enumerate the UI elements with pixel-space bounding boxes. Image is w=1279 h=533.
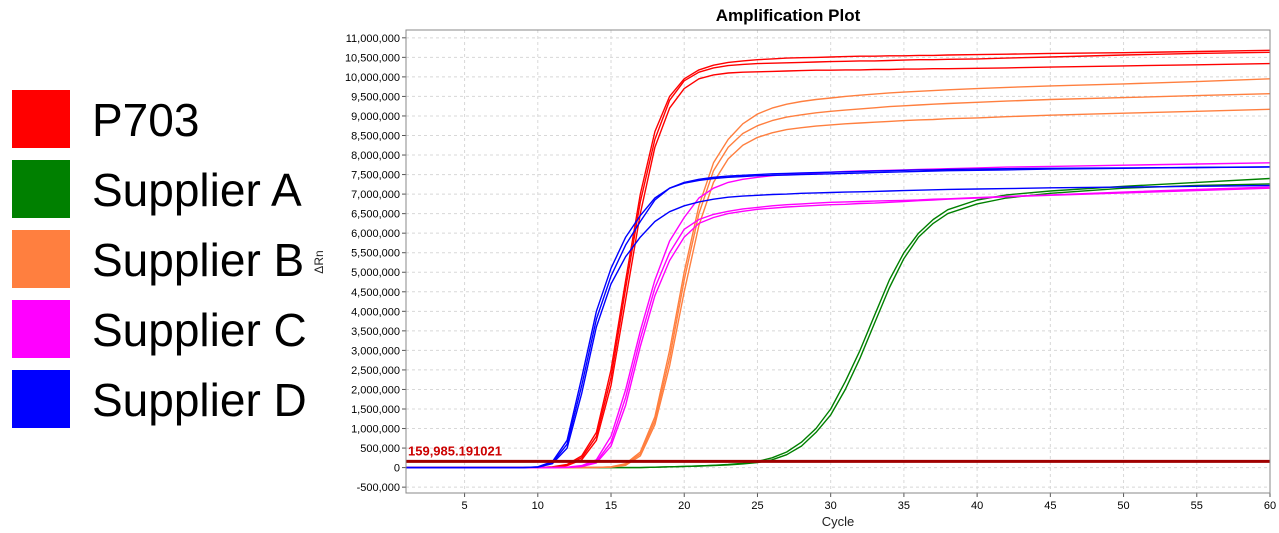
legend-item-p703: P703: [12, 90, 312, 160]
legend-label: Supplier B: [92, 234, 305, 286]
y-tick-label: 6,000,000: [351, 228, 400, 240]
y-tick-label: 4,000,000: [351, 306, 400, 318]
y-tick-label: 5,000,000: [351, 267, 400, 279]
chart-title: Amplification Plot: [716, 6, 861, 25]
y-tick-label: 7,500,000: [351, 170, 400, 182]
threshold-label: 159,985.191021: [408, 443, 502, 458]
x-tick-label: 45: [1044, 500, 1056, 512]
legend: P703 Supplier A Supplier B Supplier C Su…: [12, 90, 312, 440]
y-tick-label: 4,500,000: [351, 287, 400, 299]
y-tick-label: 3,000,000: [351, 345, 400, 357]
series-line-supplier-d: [406, 166, 1271, 469]
y-tick-label: 1,500,000: [351, 404, 400, 416]
x-tick-label: 10: [532, 500, 544, 512]
y-tick-label: 10,000,000: [345, 72, 400, 84]
y-tick-label: 500,000: [360, 443, 400, 455]
series-lines: [406, 49, 1271, 469]
y-tick-label: 10,500,000: [345, 52, 400, 64]
y-tick-label: 7,000,000: [351, 189, 400, 201]
y-tick-label: 8,500,000: [351, 130, 400, 142]
series-line-supplier-c: [406, 162, 1271, 469]
x-axis-label: Cycle: [822, 514, 855, 529]
x-tick-label: 40: [971, 500, 983, 512]
x-tick-label: 5: [462, 500, 468, 512]
legend-swatch: [12, 160, 70, 218]
legend-label: Supplier C: [92, 304, 307, 356]
y-tick-label: 2,500,000: [351, 365, 400, 377]
x-tick-label: 25: [751, 500, 763, 512]
legend-item-supplier-d: Supplier D: [12, 370, 312, 440]
series-line-supplier-b: [406, 108, 1271, 469]
y-axis-label: ΔRn: [312, 250, 326, 273]
y-tick-label: 9,000,000: [351, 111, 400, 123]
x-tick-label: 60: [1264, 500, 1276, 512]
legend-swatch: [12, 90, 70, 148]
y-tick-label: 5,500,000: [351, 248, 400, 260]
series-line-supplier-c: [406, 187, 1271, 469]
legend-label: Supplier D: [92, 374, 307, 426]
x-tick-label: 20: [678, 500, 690, 512]
y-tick-label: 9,500,000: [351, 91, 400, 103]
threshold: 159,985.191021: [406, 443, 1270, 463]
x-tick-label: 15: [605, 500, 617, 512]
series-line-supplier-a: [406, 183, 1271, 469]
y-tick-label: 2,000,000: [351, 384, 400, 396]
y-tick-label: 3,500,000: [351, 326, 400, 338]
series-line-supplier-d: [406, 184, 1271, 469]
y-tick-label: 11,000,000: [346, 33, 400, 45]
y-tick-label: 6,500,000: [351, 209, 400, 221]
legend-swatch: [12, 370, 70, 428]
plot-frame: [405, 29, 1271, 494]
y-tick-label: -500,000: [357, 482, 400, 494]
y-tick-label: 8,000,000: [351, 150, 400, 162]
legend-label: P703: [92, 94, 200, 146]
y-tick-label: 0: [394, 463, 400, 475]
grid: [406, 30, 1271, 493]
legend-label: Supplier A: [92, 164, 302, 216]
x-tick-label: 55: [1191, 500, 1203, 512]
series-line-p703: [406, 51, 1271, 469]
legend-item-supplier-b: Supplier B: [12, 230, 312, 300]
legend-swatch: [12, 230, 70, 288]
legend-swatch: [12, 300, 70, 358]
series-line-supplier-d: [406, 166, 1271, 469]
legend-item-supplier-a: Supplier A: [12, 160, 312, 230]
series-line-supplier-b: [406, 93, 1271, 469]
series-line-supplier-c: [406, 186, 1271, 469]
x-tick-label: 30: [825, 500, 837, 512]
x-tick-label: 35: [898, 500, 910, 512]
series-line-supplier-a: [406, 177, 1271, 469]
x-axis-ticks: 5 10 15 20 25 30 35 40 45 50 55 60: [462, 493, 1276, 512]
legend-item-supplier-c: Supplier C: [12, 300, 312, 370]
x-tick-label: 50: [1117, 500, 1129, 512]
y-axis-ticks: -500,000 0 500,000 1,000,000 1,500,000 2,000,…: [345, 33, 406, 494]
y-tick-label: 1,000,000: [351, 424, 400, 436]
series-line-p703: [406, 62, 1271, 469]
